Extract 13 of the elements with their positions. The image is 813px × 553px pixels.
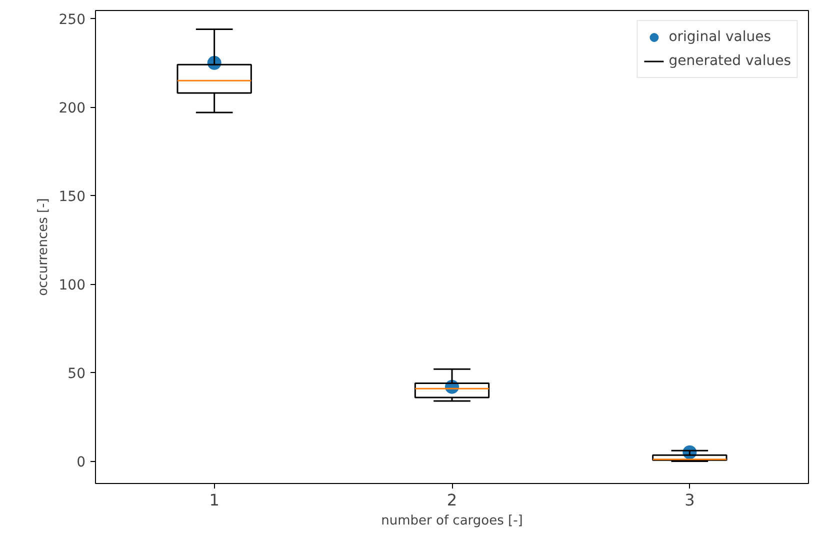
legend-label: generated values: [668, 53, 791, 69]
legend-label: original values: [668, 29, 772, 45]
y-tick-label: 100: [58, 278, 86, 294]
y-tick-label: 50: [68, 366, 86, 382]
x-tick-label: 2: [446, 490, 458, 510]
x-tick-label: 1: [209, 490, 220, 510]
x-tick-label: 3: [684, 490, 695, 510]
y-tick-label: 150: [58, 189, 86, 206]
y-tick-label: 250: [58, 12, 86, 28]
y-tick-label: 200: [58, 100, 86, 117]
x-axis-title: number of cargoes [-]: [381, 514, 523, 528]
y-axis-title: occurrences [-]: [36, 198, 51, 296]
y-tick-label: 0: [76, 454, 86, 471]
